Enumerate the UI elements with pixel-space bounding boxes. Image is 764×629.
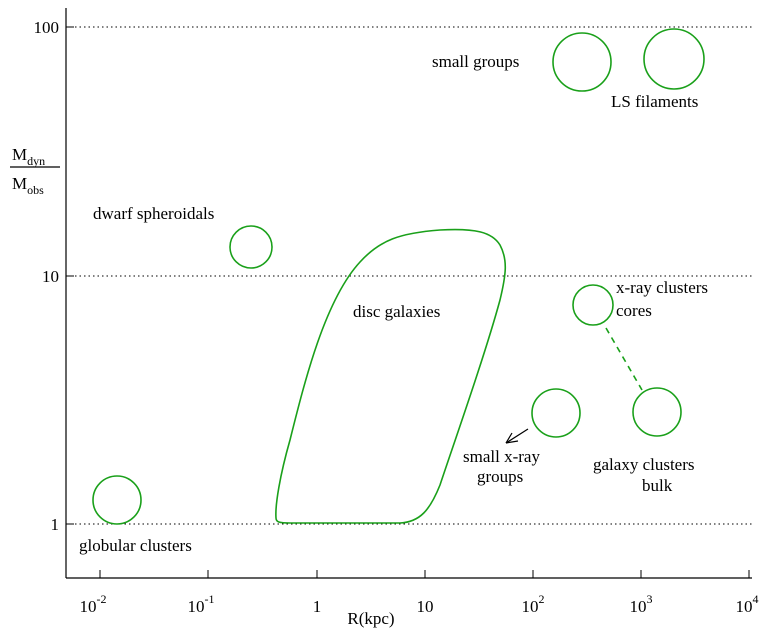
- x-ticks: 10-2 10-1 1 10 102 103 104: [80, 570, 759, 616]
- region-small-xray-groups: [531, 388, 581, 438]
- arrow-small-xray-groups: [505, 428, 529, 444]
- x-tick-label-1e-1: 10-1: [188, 592, 215, 616]
- y-axis-label: Mdyn Mobs: [10, 145, 60, 197]
- region-dwarf-spheroidals: [229, 225, 273, 269]
- label-disc-galaxies: disc galaxies: [353, 302, 440, 321]
- x-tick-label-1: 1: [313, 597, 322, 616]
- label-small-groups: small groups: [432, 52, 519, 71]
- grid-lines: [66, 26, 752, 525]
- region-small-groups: [552, 32, 612, 92]
- label-small-xray-line2: groups: [477, 467, 523, 486]
- y-tick-label-100: 100: [34, 18, 60, 37]
- x-tick-label-1e2: 102: [522, 592, 545, 616]
- x-tick-label-1e3: 103: [630, 592, 653, 616]
- label-galaxy-clusters-line1: galaxy clusters: [593, 455, 695, 474]
- label-xray-clusters-line2: cores: [616, 301, 652, 320]
- y-label-denominator: Mobs: [12, 174, 44, 197]
- region-globular-clusters: [92, 475, 142, 525]
- connector-cores-to-bulk: [605, 327, 643, 391]
- x-tick-label-1e-2: 10-2: [80, 592, 107, 616]
- y-tick-label-10: 10: [42, 267, 59, 286]
- label-ls-filaments: LS filaments: [611, 92, 698, 111]
- y-tick-label-1: 1: [51, 515, 60, 534]
- region-labels: globular clusters dwarf spheroidals smal…: [79, 52, 708, 555]
- label-dwarf-spheroidals: dwarf spheroidals: [93, 204, 214, 223]
- x-tick-label-1e4: 104: [736, 592, 759, 616]
- regions: [92, 28, 705, 525]
- region-disc-galaxies: [275, 228, 507, 524]
- x-axis-label: R(kpc): [347, 609, 394, 628]
- y-label-numerator: Mdyn: [12, 145, 45, 168]
- label-small-xray-line1: small x-ray: [463, 447, 540, 466]
- region-ls-filaments: [643, 28, 705, 90]
- y-ticks: 100 10 1: [34, 18, 74, 534]
- axes: [65, 8, 752, 579]
- region-galaxy-clusters-bulk: [632, 387, 682, 437]
- label-globular-clusters: globular clusters: [79, 536, 192, 555]
- label-xray-clusters-line1: x-ray clusters: [616, 278, 708, 297]
- x-tick-label-10: 10: [417, 597, 434, 616]
- label-galaxy-clusters-line2: bulk: [642, 476, 673, 495]
- region-xray-clusters-cores: [572, 284, 614, 326]
